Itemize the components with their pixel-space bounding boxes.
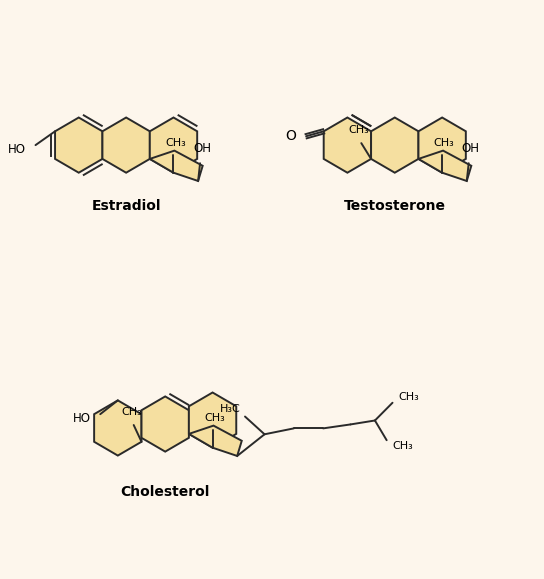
Polygon shape [189, 393, 236, 448]
Polygon shape [371, 118, 418, 173]
Text: CH₃: CH₃ [348, 125, 369, 135]
Text: CH₃: CH₃ [434, 138, 454, 148]
Polygon shape [189, 426, 242, 456]
Text: CH₃: CH₃ [393, 441, 413, 451]
Text: Cholesterol: Cholesterol [121, 485, 210, 499]
Polygon shape [55, 118, 102, 173]
Polygon shape [418, 118, 466, 173]
Text: Testosterone: Testosterone [344, 199, 446, 213]
Text: CH₃: CH₃ [204, 413, 225, 423]
Polygon shape [418, 151, 471, 181]
Text: HO: HO [8, 142, 26, 156]
Text: CH₃: CH₃ [121, 407, 142, 417]
Polygon shape [324, 118, 371, 173]
Polygon shape [102, 118, 150, 173]
Polygon shape [150, 151, 203, 181]
Polygon shape [94, 401, 141, 456]
Polygon shape [141, 397, 189, 452]
Text: OH: OH [193, 142, 211, 155]
Text: CH₃: CH₃ [165, 138, 186, 148]
Text: O: O [286, 129, 296, 143]
Polygon shape [150, 118, 197, 173]
Text: Estradiol: Estradiol [91, 199, 161, 213]
Text: H₃C: H₃C [220, 404, 241, 413]
Text: HO: HO [72, 412, 90, 424]
Text: OH: OH [462, 142, 480, 155]
Text: CH₃: CH₃ [398, 392, 419, 402]
